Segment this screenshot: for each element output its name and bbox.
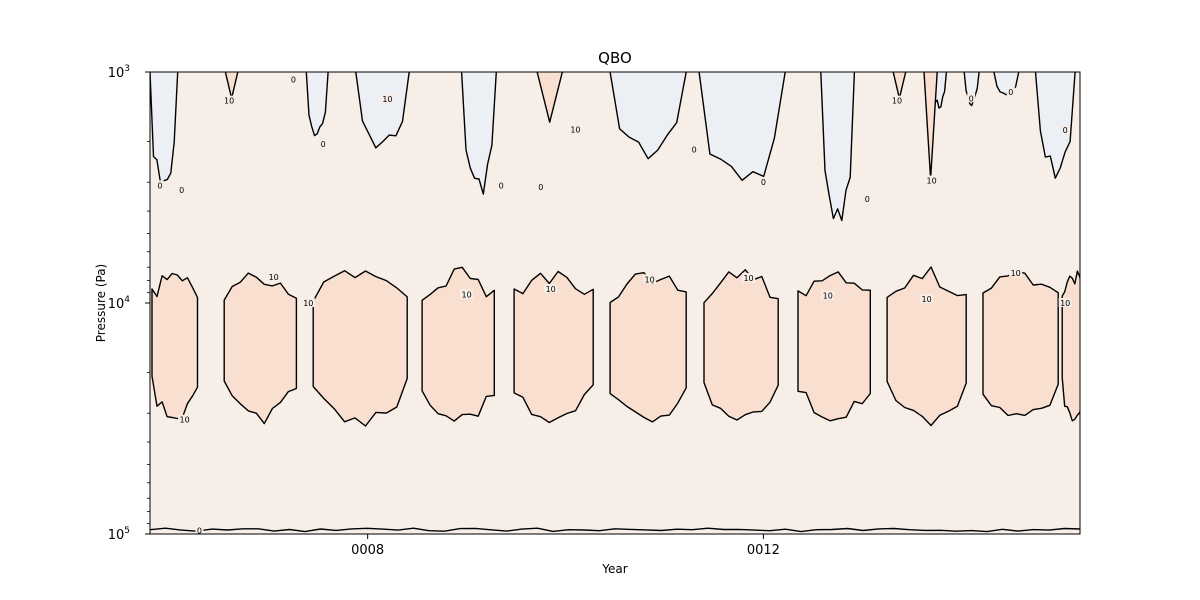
- westerly-lobe: [223, 272, 298, 425]
- contour-label: 10: [892, 97, 902, 106]
- x-axis-label: Year: [601, 562, 627, 576]
- contour-label: 10: [1011, 269, 1021, 278]
- y-tick-label: 103: [108, 64, 130, 81]
- contour-label: 0: [761, 178, 766, 187]
- contour-label-bg: [967, 93, 976, 103]
- westerly-spike: [536, 72, 564, 123]
- y-major-ticks: 103 104 105: [108, 64, 150, 543]
- contour-label: 10: [645, 275, 655, 284]
- contour-label: 10: [546, 285, 556, 294]
- contour-label: 10: [462, 291, 472, 300]
- contour-label: 0: [321, 140, 326, 149]
- contour-label-bg: [178, 414, 192, 424]
- contour-label: 10: [382, 95, 392, 104]
- contour-label-bg: [267, 271, 281, 281]
- contour-label: 0: [157, 182, 162, 191]
- westerly-lobe: [513, 270, 594, 424]
- contour-label: 0: [969, 94, 974, 103]
- contour-label-bg: [544, 284, 558, 294]
- contour-label-bg: [289, 74, 298, 84]
- contour-label-bg: [497, 180, 506, 190]
- contour-label: 10: [224, 97, 234, 106]
- contour-label-bg: [690, 144, 699, 154]
- contour-label-bg: [742, 273, 756, 283]
- contour-label: 10: [927, 177, 937, 186]
- westerly-lobe: [797, 271, 871, 422]
- westerly-spike: [923, 72, 938, 180]
- contour-label: 0: [692, 145, 697, 154]
- surface-zero-contour: [150, 527, 1080, 533]
- contour-label-bg: [301, 298, 315, 307]
- contour-label-bg: [1009, 267, 1023, 277]
- contour-labels: 0 0 10 0 0 10 0 0 10 0 0 0 10 10 0 0 0 10 10 10 10 10 10 10 10 10…: [155, 74, 1072, 535]
- x-tick-label: 0008: [351, 543, 384, 558]
- easterly-region: [609, 72, 687, 160]
- contour-label: 0: [538, 183, 543, 192]
- easterly-regions: [150, 72, 1076, 222]
- westerly-regions: [151, 72, 1080, 427]
- contour-label-bg: [1006, 86, 1015, 96]
- y-minor-ticks: [147, 141, 150, 524]
- x-ticks: 0008 0012: [351, 534, 780, 558]
- easterly-region: [698, 72, 786, 181]
- easterly-region: [820, 72, 856, 222]
- contour-label-bg: [920, 293, 934, 303]
- contour-label-bg: [925, 175, 939, 185]
- westerly-lobe: [982, 270, 1059, 417]
- contour-label-bg: [222, 95, 236, 105]
- contour-label: 10: [922, 295, 932, 304]
- contour-label: 10: [269, 273, 279, 282]
- chart-title: QBO: [598, 49, 632, 67]
- y-tick-label: 104: [108, 295, 131, 312]
- contour-label: 10: [570, 125, 580, 134]
- contour-label-bg: [759, 177, 768, 187]
- westerly-spike: [892, 72, 907, 99]
- contour-label-bg: [1058, 298, 1072, 307]
- x-tick-label: 0012: [747, 543, 780, 558]
- contour-label: 10: [180, 416, 190, 425]
- westerly-lobe: [1061, 270, 1080, 422]
- contour-label: 10: [303, 299, 313, 308]
- contour-label-bg: [821, 290, 835, 300]
- contour-label: 10: [743, 274, 753, 283]
- y-tick-label: 105: [108, 526, 130, 543]
- contour-label: 0: [179, 186, 184, 195]
- plot-area: 0 0 10 0 0 10 0 0 10 0 0 0 10 10 0 0 0 10 10 10 10 10 10 10 10 10…: [150, 72, 1080, 535]
- contour-label: 0: [1063, 126, 1068, 135]
- contour-label-bg: [643, 274, 657, 284]
- contour-label-bg: [177, 185, 186, 195]
- westerly-lobe: [609, 272, 687, 423]
- contour-label-bg: [155, 180, 164, 190]
- westerly-spike: [224, 72, 239, 99]
- easterly-region: [460, 72, 497, 195]
- contour-label-bg: [319, 139, 328, 149]
- easterly-region: [355, 72, 410, 149]
- easterly-region: [150, 72, 179, 183]
- contour-label: 10: [1060, 299, 1070, 308]
- westerly-lobe: [312, 270, 408, 427]
- contour-label-bg: [1061, 124, 1070, 134]
- contour-label-bg: [890, 95, 904, 105]
- contour-label: 0: [291, 76, 296, 85]
- easterly-region: [1034, 72, 1076, 179]
- westerly-lobe: [886, 266, 967, 427]
- contour-label: 0: [1008, 88, 1013, 97]
- y-axis-label: Pressure (Pa): [94, 264, 108, 342]
- contour-label-bg: [863, 194, 872, 204]
- contour-label-bg: [536, 182, 545, 192]
- contour-label-bg: [380, 94, 394, 104]
- contour-label-bg: [460, 289, 474, 299]
- easterly-region: [305, 72, 329, 137]
- westerly-lobe: [151, 272, 199, 420]
- westerly-lobe: [421, 266, 495, 422]
- contour-label: 0: [499, 182, 504, 191]
- contour-label: 10: [823, 292, 833, 301]
- contour-label: 0: [197, 526, 202, 535]
- westerly-lobe: [703, 269, 779, 421]
- contour-label-bg: [568, 124, 582, 134]
- easterly-region: [963, 72, 980, 107]
- contour-label: 0: [865, 195, 870, 204]
- contour-label-bg: [195, 525, 204, 534]
